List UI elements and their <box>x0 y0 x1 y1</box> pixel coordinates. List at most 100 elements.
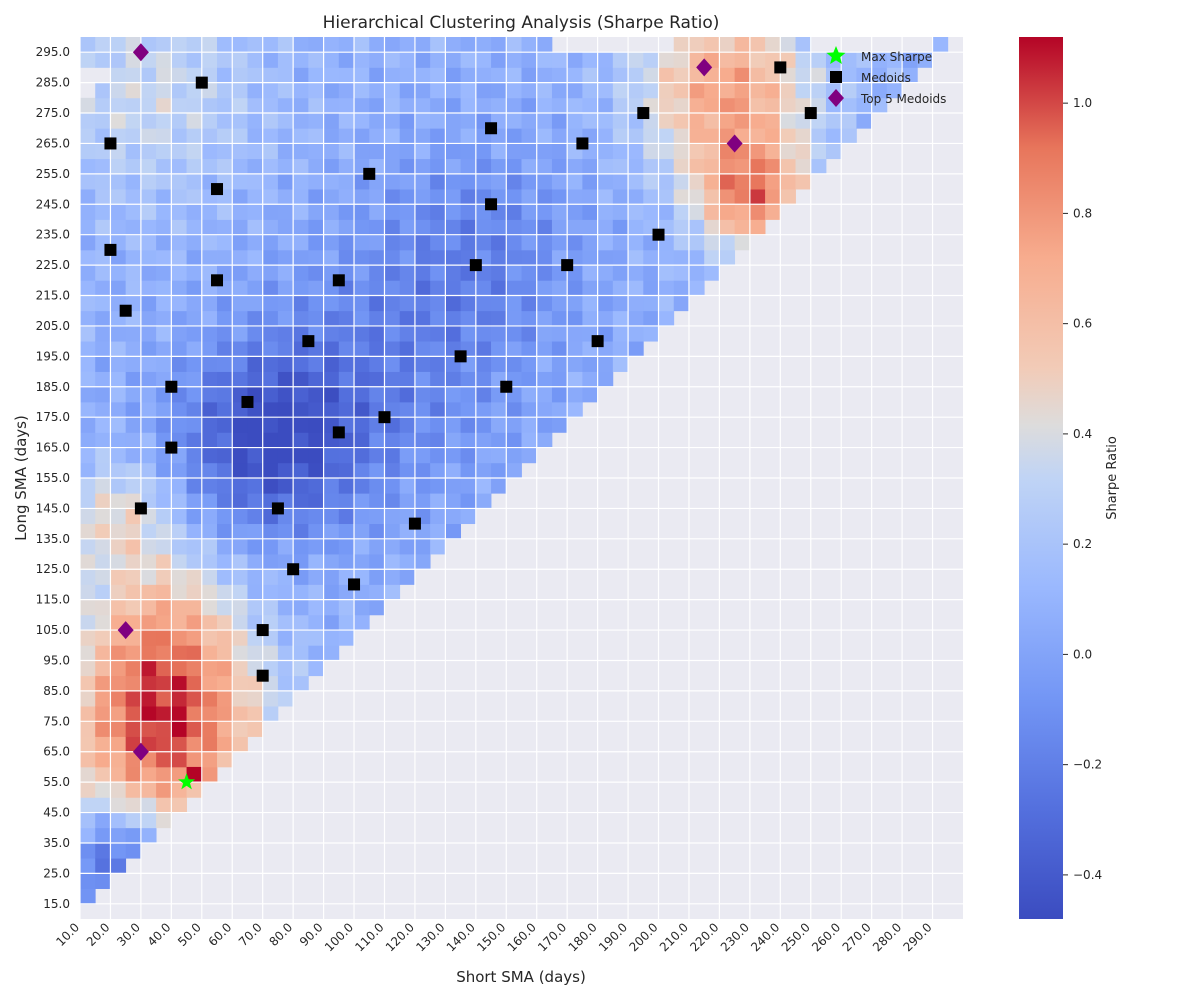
heatmap-cell <box>445 189 461 205</box>
heatmap-cell <box>262 386 279 403</box>
heatmap-cell <box>795 52 812 68</box>
heatmap-cell <box>430 280 446 296</box>
heatmap-cell <box>597 158 614 175</box>
heatmap-cell <box>171 478 187 494</box>
heatmap-cell <box>323 295 340 312</box>
heatmap-cell <box>217 706 233 722</box>
heatmap-cell <box>262 432 279 448</box>
heatmap-cell <box>171 690 187 707</box>
heatmap-cell <box>80 341 96 357</box>
heatmap-cell <box>521 128 538 144</box>
heatmap-cell <box>384 584 401 601</box>
heatmap-cell <box>384 113 401 129</box>
heatmap-cell <box>414 204 431 220</box>
heatmap-cell <box>384 52 401 68</box>
heatmap-cell <box>643 128 659 144</box>
heatmap-cell <box>95 827 111 844</box>
heatmap-cell <box>308 599 324 616</box>
heatmap-cell <box>125 234 142 251</box>
heatmap-cell <box>567 219 583 236</box>
heatmap-cell <box>658 189 675 205</box>
heatmap-cell <box>582 386 599 403</box>
heatmap-cell <box>125 447 142 464</box>
heatmap-cell <box>201 584 218 601</box>
heatmap-cell <box>430 356 446 372</box>
heatmap-cell <box>293 584 309 601</box>
heatmap-cell <box>156 417 172 433</box>
heatmap-cell <box>460 37 477 53</box>
heatmap-cell <box>491 432 507 448</box>
heatmap-cell <box>293 417 309 433</box>
heatmap-cell <box>536 417 553 433</box>
heatmap-cell <box>262 265 279 281</box>
heatmap-cell <box>704 173 720 190</box>
heatmap-cell <box>795 67 812 84</box>
heatmap-cell <box>171 706 187 722</box>
heatmap-cell <box>369 219 385 236</box>
heatmap-cell <box>262 249 279 266</box>
heatmap-cell <box>247 325 264 342</box>
heatmap-cell <box>430 189 446 205</box>
top-medoid-marker <box>132 742 149 761</box>
heatmap-cell <box>765 173 781 190</box>
heatmap-cell <box>217 736 233 753</box>
heatmap-cell <box>293 538 309 555</box>
heatmap-cell <box>277 538 294 555</box>
heatmap-cell <box>475 234 492 251</box>
heatmap-cell <box>414 447 431 464</box>
heatmap-cell <box>247 310 264 327</box>
heatmap-cell <box>140 478 157 494</box>
heatmap-cell <box>293 189 309 205</box>
heatmap-cell <box>201 204 218 220</box>
heatmap-cell <box>95 295 111 312</box>
heatmap-cell <box>171 614 187 631</box>
heatmap-cell <box>156 356 172 372</box>
heatmap-cell <box>323 599 340 616</box>
heatmap-cell <box>186 325 203 342</box>
heatmap-cell <box>430 508 446 525</box>
heatmap-cell <box>369 265 385 281</box>
heatmap-cell <box>247 143 264 160</box>
heatmap-cell <box>308 478 324 494</box>
heatmap-cell <box>247 478 264 494</box>
x-tick-label: 10.0 <box>53 920 82 949</box>
heatmap-cell <box>338 554 355 570</box>
heatmap-cell <box>140 341 157 357</box>
heatmap-cell <box>80 614 96 631</box>
heatmap-cell <box>140 645 157 661</box>
heatmap-cell <box>612 219 629 236</box>
heatmap-cell <box>582 280 599 296</box>
heatmap-cell <box>308 143 324 160</box>
heatmap-cell <box>460 219 477 236</box>
heatmap-cell <box>445 249 461 266</box>
heatmap-cell <box>475 219 492 236</box>
heatmap-cell <box>886 67 903 84</box>
medoid-marker <box>195 76 208 89</box>
heatmap-cell <box>628 189 644 205</box>
heatmap-cell <box>293 82 309 99</box>
heatmap-cell <box>125 827 142 844</box>
heatmap-cell <box>201 97 218 114</box>
heatmap-cell <box>521 67 538 84</box>
heatmap-cell <box>186 493 203 509</box>
heatmap-cell <box>262 280 279 296</box>
heatmap-cell <box>536 432 553 448</box>
heatmap-cell <box>475 356 492 372</box>
heatmap-cell <box>323 371 340 388</box>
heatmap-cell <box>232 265 248 281</box>
heatmap-cell <box>460 234 477 251</box>
heatmap-cell <box>536 280 553 296</box>
heatmap-cell <box>414 310 431 327</box>
heatmap-cell <box>384 143 401 160</box>
heatmap-cell <box>95 508 111 525</box>
heatmap-cell <box>567 371 583 388</box>
heatmap-cell <box>491 356 507 372</box>
heatmap-cell <box>186 37 203 53</box>
heatmap-cell <box>156 736 172 753</box>
heatmap-cell <box>475 417 492 433</box>
heatmap-cell <box>399 52 416 68</box>
heatmap-cell <box>308 280 324 296</box>
heatmap-cell <box>628 128 644 144</box>
heatmap-cell <box>704 113 720 129</box>
heatmap-cell <box>95 189 111 205</box>
